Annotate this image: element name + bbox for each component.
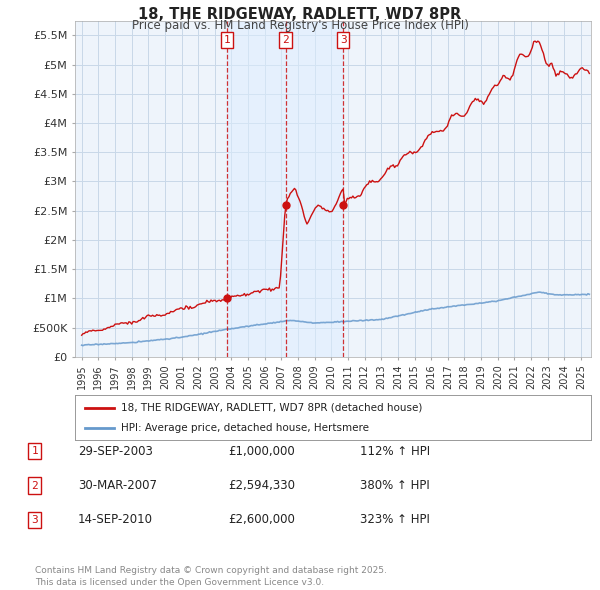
Text: 1: 1: [31, 447, 38, 456]
Text: 2: 2: [31, 481, 38, 490]
Text: 18, THE RIDGEWAY, RADLETT, WD7 8PR: 18, THE RIDGEWAY, RADLETT, WD7 8PR: [139, 7, 461, 22]
Text: £1,000,000: £1,000,000: [228, 445, 295, 458]
Text: 3: 3: [31, 515, 38, 525]
Text: 2: 2: [282, 35, 289, 45]
Text: 30-MAR-2007: 30-MAR-2007: [78, 479, 157, 492]
Text: 18, THE RIDGEWAY, RADLETT, WD7 8PR (detached house): 18, THE RIDGEWAY, RADLETT, WD7 8PR (deta…: [121, 403, 423, 412]
Text: HPI: Average price, detached house, Hertsmere: HPI: Average price, detached house, Hert…: [121, 423, 370, 433]
Text: Contains HM Land Registry data © Crown copyright and database right 2025.
This d: Contains HM Land Registry data © Crown c…: [35, 566, 386, 587]
Text: 14-SEP-2010: 14-SEP-2010: [78, 513, 153, 526]
Text: 29-SEP-2003: 29-SEP-2003: [78, 445, 153, 458]
Text: 323% ↑ HPI: 323% ↑ HPI: [360, 513, 430, 526]
Text: Price paid vs. HM Land Registry's House Price Index (HPI): Price paid vs. HM Land Registry's House …: [131, 19, 469, 32]
Text: 1: 1: [224, 35, 230, 45]
Bar: [227, 21, 343, 357]
Text: £2,600,000: £2,600,000: [228, 513, 295, 526]
Text: 3: 3: [340, 35, 347, 45]
Text: £2,594,330: £2,594,330: [228, 479, 295, 492]
Text: 112% ↑ HPI: 112% ↑ HPI: [360, 445, 430, 458]
Text: 380% ↑ HPI: 380% ↑ HPI: [360, 479, 430, 492]
